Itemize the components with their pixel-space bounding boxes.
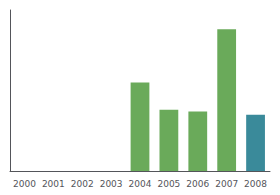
svg-text:2005: 2005 [157,179,180,189]
svg-text:2007: 2007 [215,179,238,189]
svg-text:2001: 2001 [42,179,65,189]
svg-text:2008: 2008 [244,179,267,189]
svg-text:2002: 2002 [71,179,94,189]
svg-text:2004: 2004 [129,179,152,189]
svg-text:2003: 2003 [100,179,123,189]
svg-text:2006: 2006 [186,179,209,189]
svg-text:2000: 2000 [13,179,36,189]
